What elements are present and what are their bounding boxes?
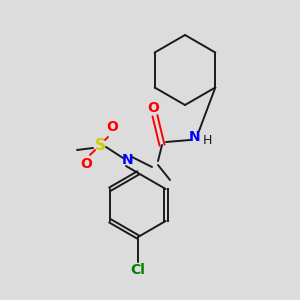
Text: O: O [147, 101, 159, 115]
Text: N: N [122, 153, 134, 167]
Text: Cl: Cl [130, 263, 146, 277]
Text: O: O [106, 120, 118, 134]
Text: O: O [80, 157, 92, 171]
Text: N: N [189, 130, 201, 144]
Text: S: S [94, 137, 106, 152]
Text: H: H [202, 134, 212, 146]
